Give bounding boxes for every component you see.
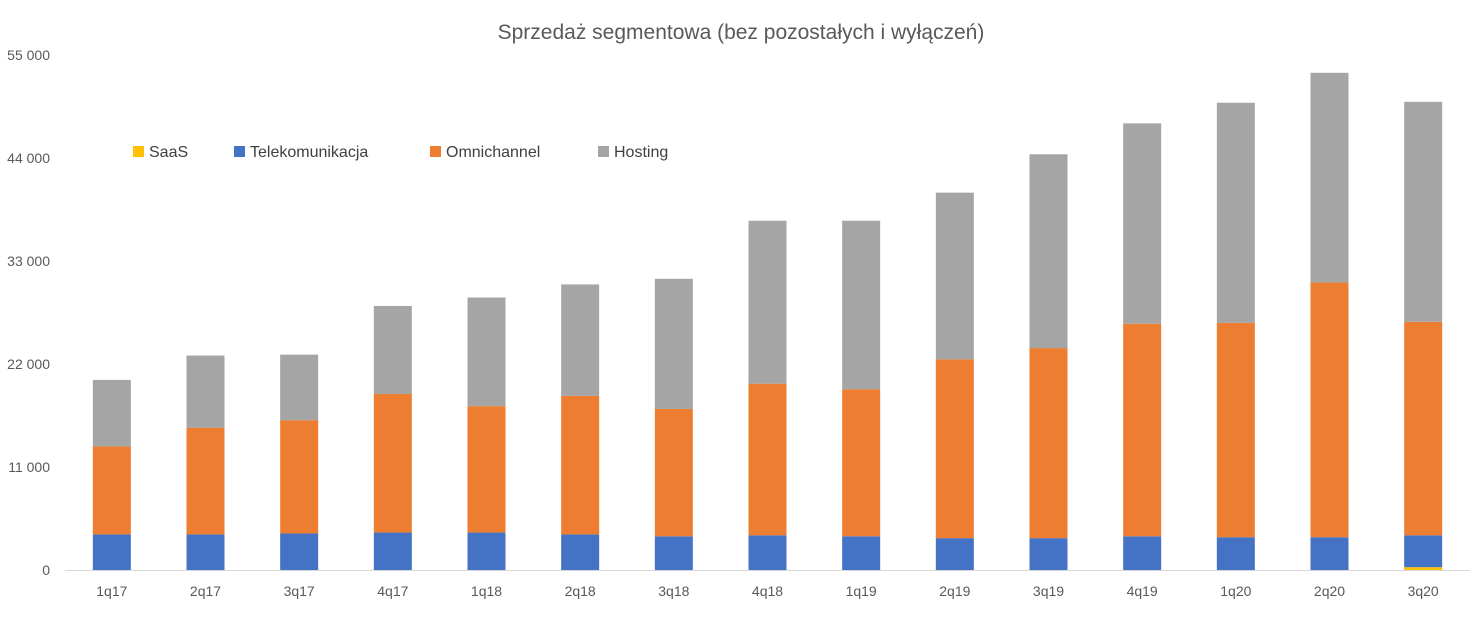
bar-segment-telekomunikacja-4q18 (748, 535, 787, 570)
bar-segment-telekomunikacja-4q17 (373, 532, 412, 570)
bar-segment-omnichannel-1q17 (92, 446, 131, 535)
bar-segment-omnichannel-4q18 (748, 383, 787, 536)
bar-segment-hosting-1q18 (467, 297, 506, 407)
legend-item-omnichannel: Omnichannel (430, 144, 540, 161)
bar-segment-telekomunikacja-1q19 (842, 536, 881, 570)
x-tick-label: 2q18 (565, 583, 596, 599)
bar-segment-hosting-3q18 (654, 278, 693, 409)
legend-item-telekomunikacja: Telekomunikacja (234, 144, 368, 161)
x-tick-label: 2q19 (939, 583, 970, 599)
bar-segment-hosting-4q19 (1123, 123, 1162, 324)
x-tick-label: 3q20 (1408, 583, 1439, 599)
y-tick-label: 55 000 (7, 47, 50, 63)
bar-segment-hosting-4q17 (373, 305, 412, 394)
bar-segment-hosting-4q18 (748, 220, 787, 384)
bar-segment-telekomunikacja-1q17 (92, 534, 131, 570)
x-tick-label: 2q17 (190, 583, 221, 599)
y-axis-ticks: 0 11 000 22 000 33 000 44 000 55 000 (7, 47, 50, 578)
chart-title: Sprzedaż segmentowa (bez pozostałych i w… (498, 21, 985, 44)
bar-segment-omnichannel-3q18 (654, 408, 693, 537)
bar-segment-hosting-2q18 (561, 284, 600, 396)
legend-item-hosting: Hosting (598, 144, 668, 161)
bar-segment-omnichannel-2q17 (186, 427, 225, 535)
legend-label: Omnichannel (446, 144, 540, 161)
legend-swatch (598, 146, 609, 157)
y-tick-label: 44 000 (7, 150, 50, 166)
bar-segment-hosting-1q20 (1216, 102, 1255, 323)
x-tick-label: 1q20 (1220, 583, 1251, 599)
legend-label: Hosting (614, 144, 668, 161)
bar-segment-hosting-2q19 (935, 192, 974, 360)
legend-item-saas: SaaS (133, 144, 188, 161)
legend-swatch (234, 146, 245, 157)
bar-segment-hosting-2q20 (1310, 72, 1349, 283)
bar-segment-omnichannel-2q20 (1310, 282, 1349, 538)
bar-segment-telekomunikacja-2q19 (935, 538, 974, 570)
legend-swatch (133, 146, 144, 157)
bar-segment-telekomunikacja-3q20 (1404, 535, 1443, 568)
x-tick-label: 1q18 (471, 583, 502, 599)
bar-segment-telekomunikacja-3q17 (280, 533, 319, 570)
bar-segment-telekomunikacja-4q19 (1123, 536, 1162, 570)
legend-swatch (430, 146, 441, 157)
bar-segment-omnichannel-2q19 (935, 359, 974, 539)
legend: SaaS Telekomunikacja Omnichannel Hosting (133, 144, 668, 161)
x-axis: 1q17 2q17 3q17 4q17 1q18 2q18 3q18 4q18 1q19 2q19… (65, 570, 1470, 599)
x-tick-label: 3q18 (658, 583, 689, 599)
bar-segment-hosting-1q17 (92, 379, 131, 447)
bar-segment-telekomunikacja-2q18 (561, 534, 600, 570)
bar-segment-telekomunikacja-2q17 (186, 534, 225, 570)
bar-segment-telekomunikacja-1q20 (1216, 537, 1255, 570)
bar-segment-hosting-1q19 (842, 220, 881, 390)
bar-segment-telekomunikacja-1q18 (467, 532, 506, 570)
y-tick-label: 11 000 (8, 459, 50, 475)
legend-label: SaaS (149, 144, 188, 161)
y-tick-label: 22 000 (7, 356, 50, 372)
bar-segment-telekomunikacja-3q18 (654, 536, 693, 570)
bar-segment-hosting-3q17 (280, 354, 319, 421)
x-tick-label: 4q19 (1127, 583, 1158, 599)
bar-segment-omnichannel-3q17 (280, 420, 319, 534)
x-tick-label: 4q18 (752, 583, 783, 599)
bar-segment-omnichannel-1q19 (842, 389, 881, 537)
bar-segment-omnichannel-4q17 (373, 393, 412, 533)
bar-segment-omnichannel-3q19 (1029, 348, 1068, 539)
x-tick-label: 1q17 (96, 583, 127, 599)
x-tick-label: 4q17 (377, 583, 408, 599)
bars (92, 72, 1443, 570)
bar-segment-hosting-3q19 (1029, 154, 1068, 349)
bar-segment-saas-3q20 (1404, 567, 1443, 570)
y-tick-label: 0 (42, 562, 50, 578)
x-tick-label: 3q17 (284, 583, 315, 599)
bar-segment-telekomunikacja-2q20 (1310, 537, 1349, 570)
bar-segment-hosting-2q17 (186, 355, 225, 428)
bar-segment-omnichannel-3q20 (1404, 321, 1443, 536)
x-tick-label: 3q19 (1033, 583, 1064, 599)
legend-label: Telekomunikacja (250, 144, 368, 161)
y-tick-label: 33 000 (7, 253, 50, 269)
bar-segment-omnichannel-1q20 (1216, 322, 1255, 538)
bar-segment-omnichannel-2q18 (561, 395, 600, 535)
bar-segment-omnichannel-1q18 (467, 406, 506, 533)
bar-segment-telekomunikacja-3q19 (1029, 538, 1068, 570)
bar-segment-omnichannel-4q19 (1123, 323, 1162, 537)
x-tick-label: 1q19 (846, 583, 877, 599)
bar-segment-hosting-3q20 (1404, 101, 1443, 322)
x-tick-label: 2q20 (1314, 583, 1345, 599)
